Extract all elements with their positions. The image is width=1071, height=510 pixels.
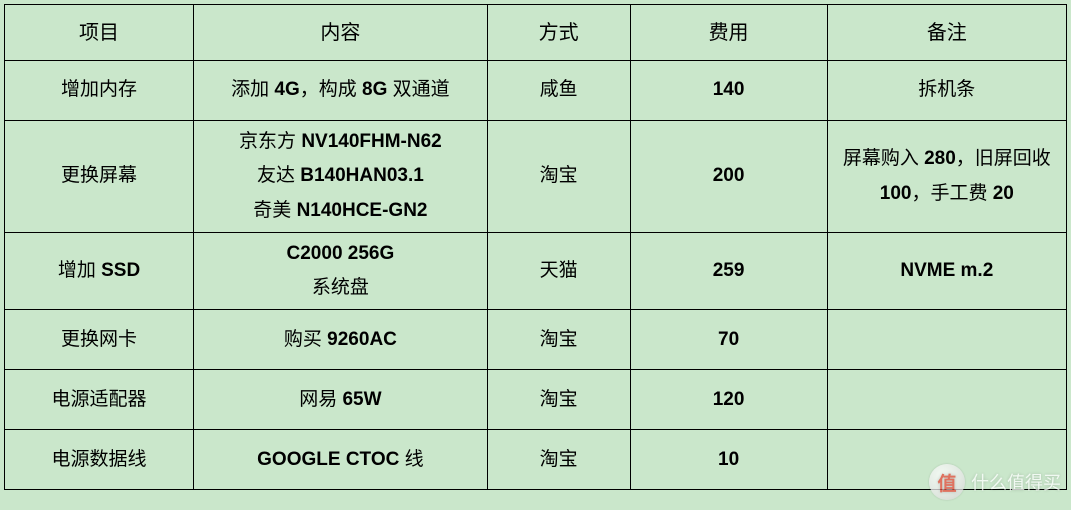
col-header-method: 方式 [487,5,630,61]
cell-content: 网易 65W [194,370,488,430]
cell-cost: 140 [630,61,827,121]
watermark-badge-icon: 值 [929,464,965,500]
col-header-note: 备注 [827,5,1066,61]
cell-cost: 200 [630,121,827,233]
cell-note [827,310,1066,370]
cell-method: 淘宝 [487,370,630,430]
cell-cost: 10 [630,430,827,490]
cell-cost: 259 [630,233,827,310]
col-header-item: 项目 [5,5,194,61]
cell-content: C2000 256G 系统盘 [194,233,488,310]
table-row: 更换网卡 购买 9260AC 淘宝 70 [5,310,1067,370]
table-row: 更换屏幕 京东方 NV140FHM-N62 友达 B140HAN03.1 奇美 … [5,121,1067,233]
cell-method: 淘宝 [487,430,630,490]
cell-content: 添加 4G，构成 8G 双通道 [194,61,488,121]
cell-item: 增加 SSD [5,233,194,310]
table-row: 电源适配器 网易 65W 淘宝 120 [5,370,1067,430]
watermark-label: 什么值得买 [971,469,1061,495]
cell-item: 更换屏幕 [5,121,194,233]
watermark: 值 什么值得买 [929,464,1061,500]
table-row: 增加内存 添加 4G，构成 8G 双通道 咸鱼 140 拆机条 [5,61,1067,121]
col-header-cost: 费用 [630,5,827,61]
cell-method: 咸鱼 [487,61,630,121]
col-header-content: 内容 [194,5,488,61]
table-row: 增加 SSD C2000 256G 系统盘 天猫 259 NVME m.2 [5,233,1067,310]
cell-item: 电源适配器 [5,370,194,430]
cell-note: 拆机条 [827,61,1066,121]
cell-note [827,370,1066,430]
cell-note: NVME m.2 [827,233,1066,310]
cell-item: 更换网卡 [5,310,194,370]
cell-method: 淘宝 [487,310,630,370]
cell-content: 购买 9260AC [194,310,488,370]
cell-content: GOOGLE CTOC 线 [194,430,488,490]
table-header-row: 项目 内容 方式 费用 备注 [5,5,1067,61]
cell-content: 京东方 NV140FHM-N62 友达 B140HAN03.1 奇美 N140H… [194,121,488,233]
cell-cost: 70 [630,310,827,370]
cell-method: 淘宝 [487,121,630,233]
cell-cost: 120 [630,370,827,430]
cell-item: 增加内存 [5,61,194,121]
cell-item: 电源数据线 [5,430,194,490]
cell-method: 天猫 [487,233,630,310]
cell-note: 屏幕购入 280，旧屏回收 100，手工费 20 [827,121,1066,233]
upgrade-cost-table: 项目 内容 方式 费用 备注 增加内存 添加 4G，构成 8G 双通道 咸鱼 1… [4,4,1067,490]
table-row: 电源数据线 GOOGLE CTOC 线 淘宝 10 [5,430,1067,490]
